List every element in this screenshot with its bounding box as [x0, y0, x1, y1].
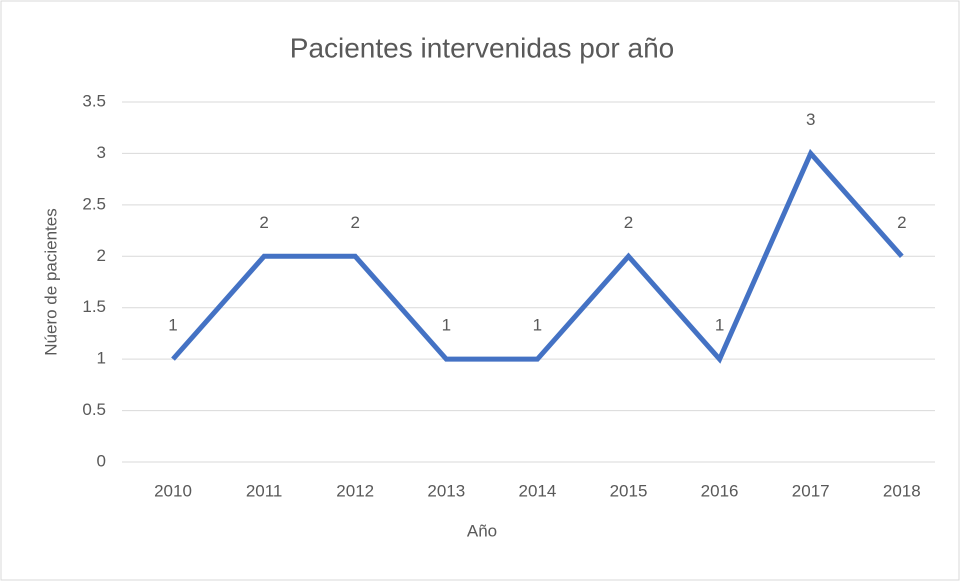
data-label: 1: [168, 316, 177, 335]
y-tick-label: 0.5: [82, 400, 106, 419]
x-tick-label: 2015: [610, 481, 648, 500]
y-tick-label: 3.5: [82, 91, 106, 110]
y-tick-label: 1.5: [82, 297, 106, 316]
x-tick-label: 2012: [336, 481, 374, 500]
x-tick-label: 2017: [792, 481, 830, 500]
y-tick-label: 2.5: [82, 194, 106, 213]
data-label: 2: [897, 213, 906, 232]
line-series: [171, 148, 904, 364]
x-tick-label: 2014: [518, 481, 556, 500]
x-tick-label: 2011: [246, 481, 283, 500]
x-tick-label: 2013: [427, 481, 465, 500]
data-label: 2: [259, 213, 268, 232]
data-label: 2: [624, 213, 633, 232]
x-axis-label: Año: [467, 521, 497, 540]
chart-title: Pacientes intervenidas por año: [290, 32, 674, 63]
data-label: 3: [806, 110, 815, 129]
y-tick-label: 1: [97, 349, 106, 368]
y-axis-label: Núero de pacientes: [41, 208, 60, 355]
data-label: 1: [533, 316, 542, 335]
data-label: 1: [442, 316, 451, 335]
y-tick-label: 2: [97, 246, 106, 265]
x-tick-label: 2016: [701, 481, 739, 500]
x-tick-label: 2018: [883, 481, 921, 500]
y-tick-label: 0: [97, 451, 106, 470]
data-label: 1: [715, 316, 724, 335]
data-label: 2: [350, 213, 359, 232]
y-tick-label: 3: [97, 143, 106, 162]
x-tick-label: 2010: [154, 481, 192, 500]
